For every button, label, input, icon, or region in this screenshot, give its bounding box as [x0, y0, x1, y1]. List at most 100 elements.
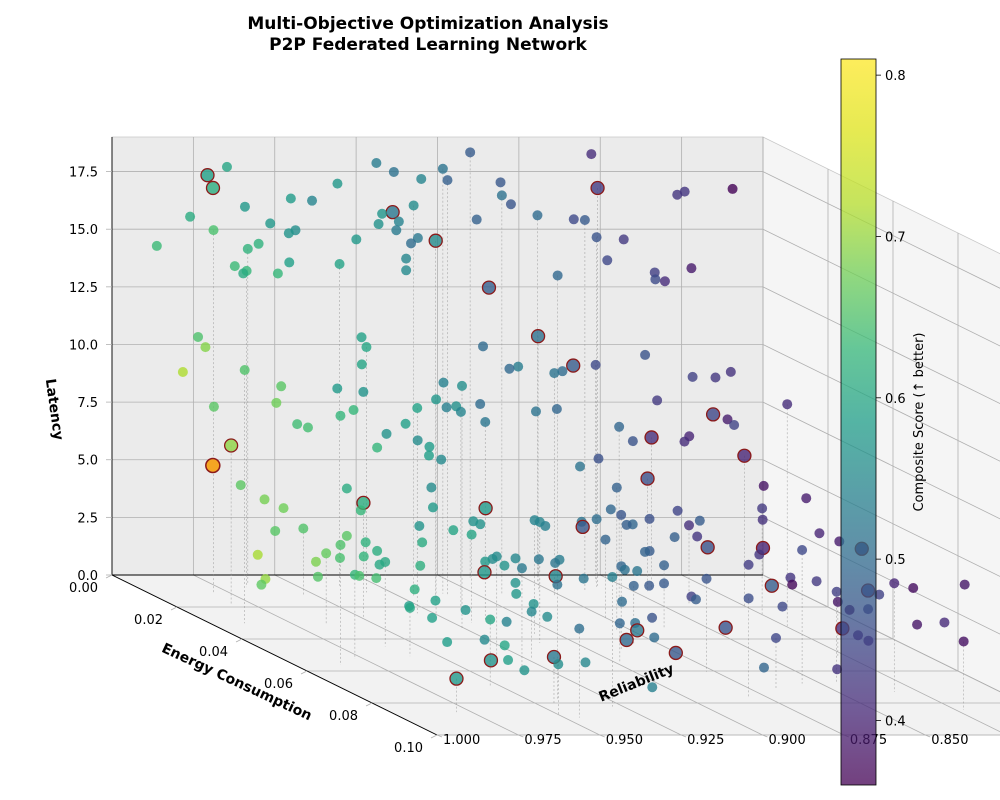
data-point	[758, 662, 769, 673]
data-point	[640, 471, 655, 486]
data-point	[542, 611, 553, 622]
data-point	[579, 215, 590, 226]
y-tick-label: 0.10	[394, 741, 423, 756]
best-point	[205, 457, 221, 474]
data-point	[593, 453, 604, 464]
data-point	[690, 594, 701, 605]
data-point	[649, 632, 660, 643]
y-tick-mark	[105, 574, 113, 579]
data-point	[414, 520, 425, 531]
data-point	[659, 560, 670, 571]
data-point	[372, 545, 383, 556]
data-point	[455, 406, 466, 417]
data-point	[632, 566, 643, 577]
data-point	[939, 617, 950, 628]
data-point	[441, 402, 452, 413]
data-point	[628, 580, 639, 591]
data-point	[239, 201, 250, 212]
data-point	[591, 232, 602, 243]
data-point	[644, 580, 655, 591]
data-point	[334, 258, 345, 269]
data-point	[388, 166, 399, 177]
data-point	[686, 263, 697, 274]
data-point	[505, 199, 516, 210]
data-point	[341, 483, 352, 494]
data-point	[332, 383, 343, 394]
data-point	[705, 407, 721, 422]
data-point	[373, 219, 384, 230]
data-point	[737, 448, 752, 463]
x-tick-mark	[518, 734, 524, 738]
y-tick-label: 0.06	[264, 677, 293, 692]
data-point	[242, 243, 253, 254]
data-point	[647, 612, 658, 623]
data-point	[669, 532, 680, 543]
data-point	[668, 645, 683, 661]
data-point	[200, 168, 215, 183]
axis-lines	[111, 137, 763, 736]
data-point	[710, 372, 721, 383]
y-tick-mark	[235, 638, 243, 643]
z-tick-label: 5.0	[77, 454, 98, 469]
data-point	[466, 529, 477, 540]
data-point	[590, 180, 605, 196]
y-tick-label: 0.04	[199, 645, 228, 660]
data-point	[758, 480, 769, 491]
data-point	[480, 417, 491, 428]
data-point	[356, 359, 367, 370]
data-point	[814, 528, 825, 539]
data-point	[408, 200, 419, 211]
data-point	[285, 193, 296, 204]
data-point	[694, 515, 705, 526]
data-point	[426, 482, 437, 493]
grid-line	[274, 574, 600, 736]
colorbar-label: Composite Score (↑ better)	[912, 332, 927, 511]
data-point	[770, 632, 781, 643]
data-point	[627, 436, 638, 447]
data-point	[334, 552, 345, 563]
data-point	[438, 377, 449, 388]
data-point	[404, 602, 415, 613]
colorbar-tick-label: 0.4	[885, 714, 906, 729]
colorbar-gradient	[840, 58, 877, 786]
data-point	[672, 189, 683, 200]
z-tick-label: 12.5	[69, 281, 98, 296]
data-point	[516, 563, 527, 574]
data-point	[229, 261, 240, 272]
data-point	[692, 531, 703, 542]
data-point	[272, 268, 283, 279]
data-point	[358, 386, 369, 397]
data-point	[483, 653, 499, 668]
data-point	[460, 605, 471, 616]
data-point	[265, 218, 276, 229]
data-point	[374, 559, 385, 570]
colorbar-tick-label: 0.6	[885, 392, 906, 407]
data-point	[431, 394, 442, 405]
data-point	[283, 228, 294, 239]
data-point	[400, 418, 411, 429]
data-point	[687, 371, 698, 382]
data-point	[519, 665, 530, 676]
data-point	[335, 539, 346, 550]
z-tick-label: 10.0	[69, 338, 98, 353]
data-point	[361, 342, 372, 353]
y-tick-mark	[430, 734, 438, 739]
data-point	[590, 359, 601, 370]
data-point	[193, 331, 204, 342]
colorbar-tick-label: 0.7	[885, 230, 906, 245]
data-point	[764, 578, 779, 593]
data-point	[223, 438, 239, 453]
data-point	[449, 671, 464, 686]
y-tick-mark	[170, 606, 178, 611]
data-point	[437, 163, 448, 174]
data-point	[580, 657, 591, 668]
x-tick-label: 0.900	[769, 733, 806, 748]
z-axis-label: Latency	[42, 378, 66, 442]
data-point	[782, 399, 793, 410]
x-tick-mark	[680, 734, 687, 738]
data-point	[284, 257, 295, 268]
data-point	[889, 578, 900, 589]
data-point	[298, 523, 309, 534]
data-point	[208, 225, 219, 236]
data-point	[575, 519, 590, 535]
